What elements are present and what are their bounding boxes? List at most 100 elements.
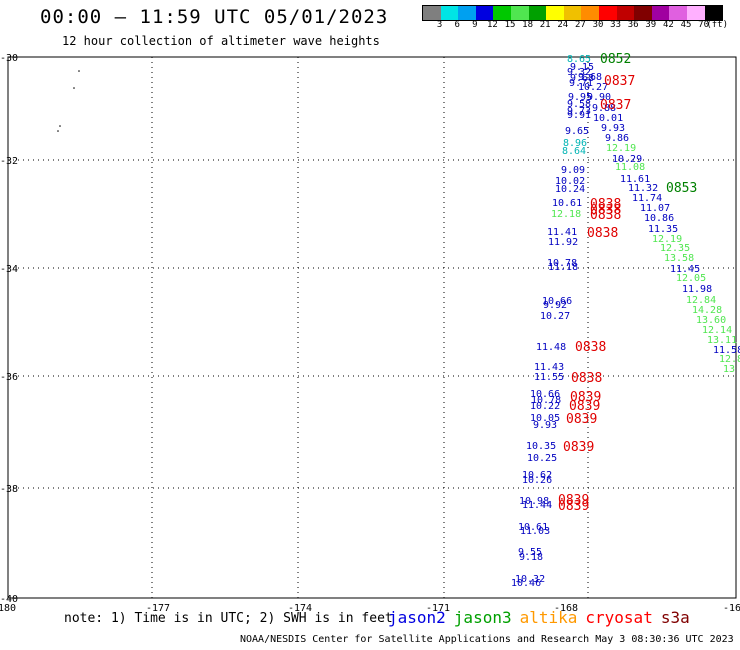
wave-height-value: 10.29 xyxy=(612,154,642,165)
wave-height-value: 8.65 xyxy=(567,54,591,65)
color-swatch xyxy=(458,6,476,20)
time-label: 0837 xyxy=(604,74,635,89)
color-scale-label: 21 xyxy=(539,20,551,30)
wave-height-value: 9.09 xyxy=(561,165,585,176)
color-scale-label: 70 xyxy=(698,20,710,30)
wave-height-value: 9.73 xyxy=(567,106,591,117)
satellite-legend: jason2 jason3 altika cryosat s3a xyxy=(388,608,698,627)
color-swatch xyxy=(475,6,494,20)
wave-height-value: 8.64 xyxy=(562,146,586,157)
wave-height-value: 11.98 xyxy=(682,284,712,295)
wave-height-value: 14.28 xyxy=(692,305,722,316)
wave-height-value: 10.61 xyxy=(552,198,582,209)
latitude-label: -30 xyxy=(0,53,18,64)
time-label: 0839 xyxy=(566,412,597,427)
wave-height-value: 10.05 xyxy=(530,413,560,424)
wave-height-value: 10.61 xyxy=(518,522,548,533)
wave-height-value: 13.60 xyxy=(696,315,726,326)
wave-height-value: 12.05 xyxy=(676,273,706,284)
longitude-label: -177 xyxy=(146,603,170,614)
color-scale-label: 12 xyxy=(486,20,498,30)
color-scale-label: 45 xyxy=(680,20,692,30)
wave-height-value: 10.25 xyxy=(527,453,557,464)
wave-height-value: 12.84 xyxy=(686,295,716,306)
page-title: 00:00 – 11:59 UTC 05/01/2023 xyxy=(40,6,389,28)
color-scale-label: 36 xyxy=(627,20,639,30)
color-swatch xyxy=(563,6,582,20)
color-scale-labels: 3 6 9 12 15 18 21 24 27 30 33 36 39 42 45 70 (ft) xyxy=(422,20,740,32)
color-scale-label: 42 xyxy=(662,20,674,30)
wave-height-value: 10.01 xyxy=(593,113,623,124)
wave-height-value: 10.26 xyxy=(522,475,552,486)
wave-height-value: 10.24 xyxy=(555,184,585,195)
wave-height-value: 10.22 xyxy=(530,401,560,412)
wave-height-value: 9.93 xyxy=(533,420,557,431)
legend-cryosat: cryosat xyxy=(585,608,653,627)
color-swatch xyxy=(634,6,652,20)
time-label: 0838 xyxy=(590,203,621,218)
color-swatch xyxy=(598,6,617,20)
color-scale-label: 33 xyxy=(610,20,622,30)
latitude-label: -40 xyxy=(0,594,18,605)
wave-height-value: 10.27 xyxy=(540,311,570,322)
color-swatch xyxy=(581,6,599,20)
color-scale-label: 6 xyxy=(454,20,460,30)
wave-height-value: 9.91 xyxy=(567,110,591,121)
time-label: 0838 xyxy=(575,340,606,355)
wave-height-value: 13.11 xyxy=(707,335,737,346)
color-swatch xyxy=(546,6,564,20)
time-label: 0839 xyxy=(569,399,600,414)
time-label: 0839 xyxy=(558,499,589,514)
color-scale-bar xyxy=(422,5,724,21)
wave-height-value: 11.61 xyxy=(620,174,650,185)
wave-height-value: 10.27 xyxy=(578,82,608,93)
time-label: 0853 xyxy=(666,181,697,196)
island-dot xyxy=(57,130,59,132)
wave-height-value: 11.18 xyxy=(548,262,578,273)
wave-height-value: 11.58 xyxy=(713,345,740,356)
wave-height-value: 13 xyxy=(723,364,735,375)
color-swatch xyxy=(686,6,705,20)
wave-height-value: 10.32 xyxy=(515,574,545,585)
wave-height-value: 11.48 xyxy=(536,342,566,353)
wave-height-value: 10.78 xyxy=(531,395,561,406)
wave-height-value: 11.07 xyxy=(640,203,670,214)
wave-height-value: 9.18 xyxy=(519,552,543,563)
color-scale-label: 18 xyxy=(522,20,534,30)
wave-height-value: 12.14 xyxy=(702,325,732,336)
wave-height-value: 11.32 xyxy=(628,183,658,194)
wave-height-value: 11.92 xyxy=(548,237,578,248)
longitude-label: -16 xyxy=(723,603,740,614)
latitude-label: -34 xyxy=(0,264,18,275)
wave-height-value: 12.19 xyxy=(606,143,636,154)
wave-height-value: 11.55 xyxy=(534,372,564,383)
wave-height-value: 10.66 xyxy=(542,296,572,307)
footnote: note: 1) Time is in UTC; 2) SWH is in fe… xyxy=(64,611,393,626)
wave-height-value: 10.98 xyxy=(519,496,549,507)
wave-height-value: 12.19 xyxy=(652,234,682,245)
time-label: 0838 xyxy=(571,371,602,386)
island-dot xyxy=(73,87,75,89)
wave-height-value: 9.32 xyxy=(567,67,591,78)
wave-height-value: 10.78 xyxy=(547,258,577,269)
wave-height-value: 10.46 xyxy=(511,578,541,589)
time-label: 0839 xyxy=(558,493,589,508)
latitude-label: -38 xyxy=(0,484,18,495)
wave-height-value: 8.96 xyxy=(563,138,587,149)
wave-height-value: 11.43 xyxy=(534,362,564,373)
wave-height-value: 9.15 xyxy=(570,62,594,73)
color-swatch xyxy=(616,6,635,20)
color-swatch xyxy=(669,6,687,20)
longitude-label: -168 xyxy=(554,603,578,614)
wave-height-value: 9.55 xyxy=(518,547,542,558)
legend-jason2: jason2 xyxy=(388,608,446,627)
wave-height-value: 9.68 xyxy=(578,72,602,83)
island-dot xyxy=(59,125,61,127)
time-label: 0839 xyxy=(563,440,594,455)
longitude-label: -180 xyxy=(0,603,16,614)
wave-height-value: 9.92 xyxy=(543,300,567,311)
color-scale-label: 24 xyxy=(557,20,569,30)
wave-height-value: 11.45 xyxy=(670,264,700,275)
latitude-label: -36 xyxy=(0,372,18,383)
